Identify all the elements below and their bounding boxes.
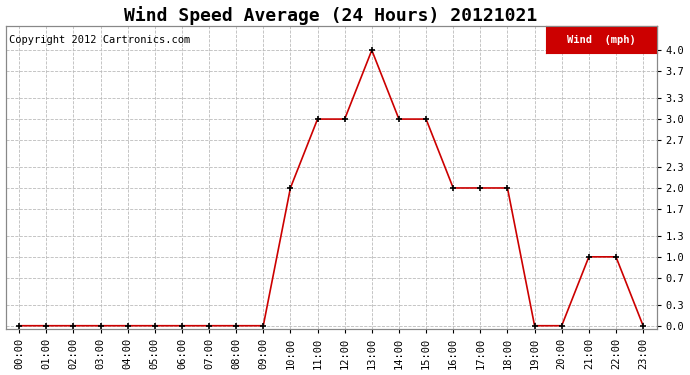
Title: Wind Speed Average (24 Hours) 20121021: Wind Speed Average (24 Hours) 20121021 — [124, 6, 538, 24]
Text: Copyright 2012 Cartronics.com: Copyright 2012 Cartronics.com — [9, 35, 190, 45]
